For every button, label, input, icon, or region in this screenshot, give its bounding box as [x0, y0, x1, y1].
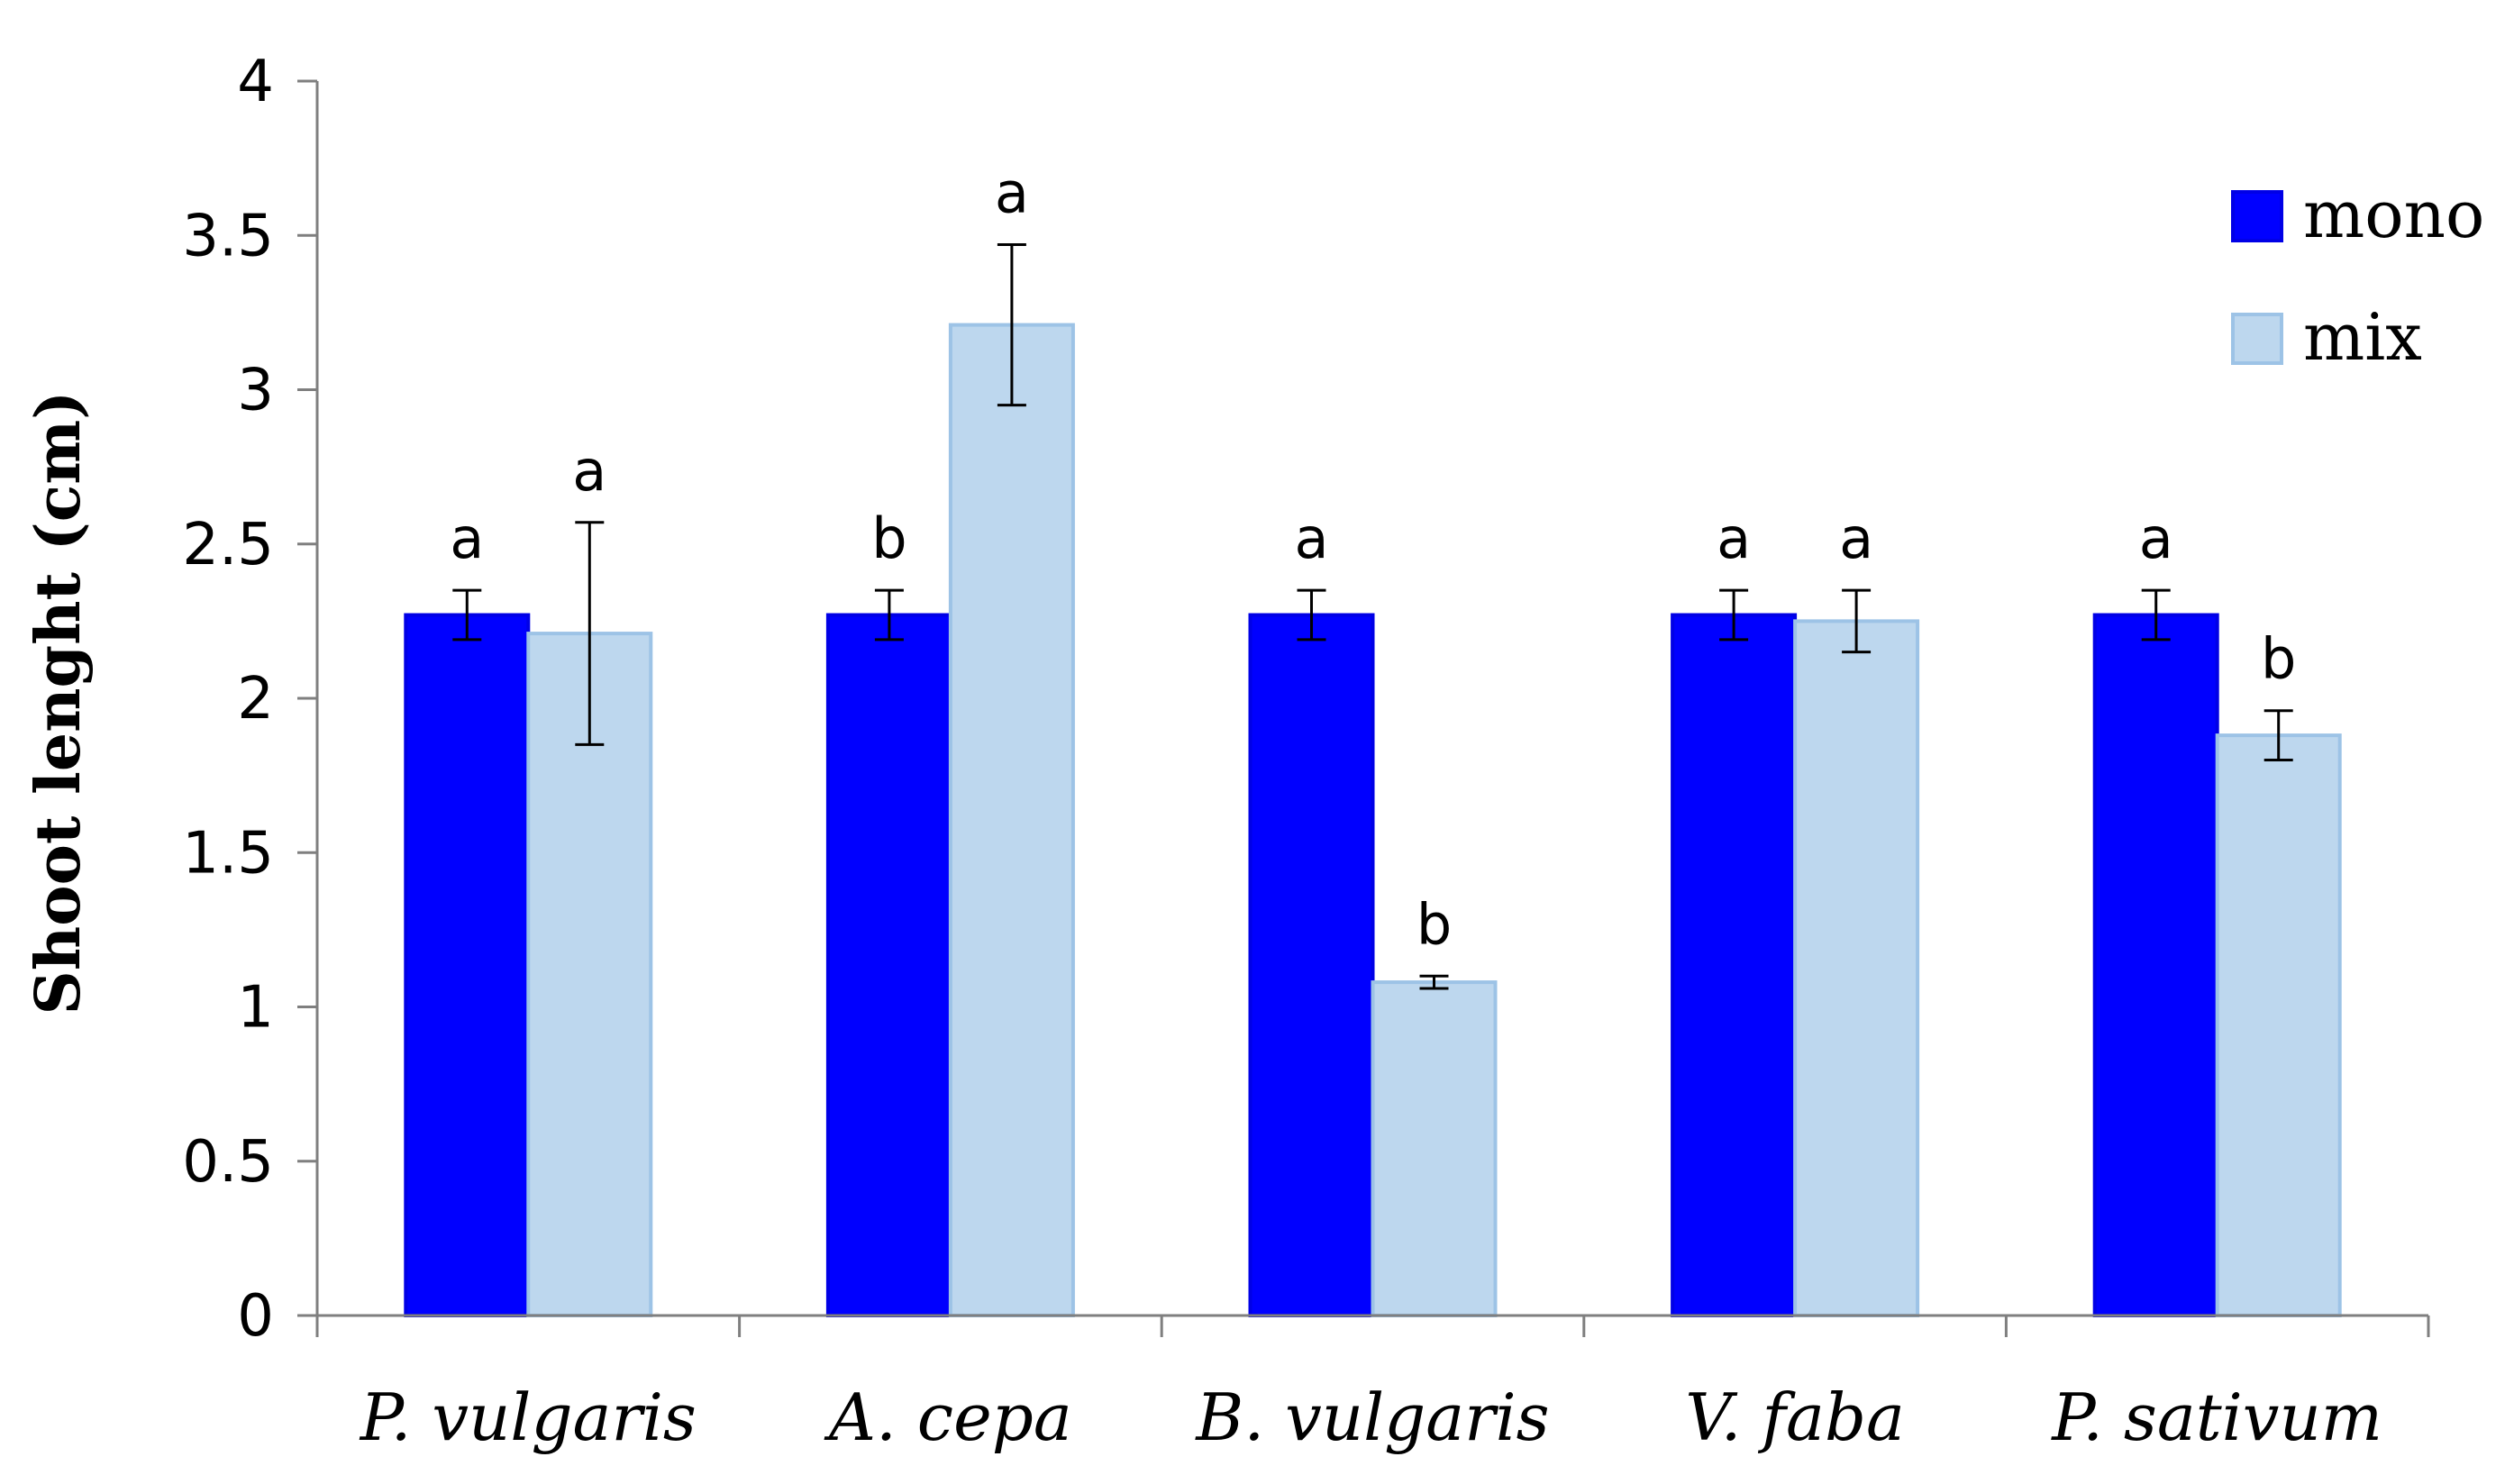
bar-mix [526, 632, 653, 1317]
bar-mix [2215, 733, 2342, 1317]
bar-mix [948, 323, 1075, 1318]
x-tick-label: P. sativum [2050, 1379, 2382, 1455]
bar-mono [404, 613, 531, 1317]
y-axis-label: Shoot lenght (cm) [23, 391, 95, 1015]
axes: 0 0.5 1 1.5 2 2.5 3 3.5 4 P. vulgaris A. cepa B. vu… [182, 49, 2430, 1455]
y-tick-label: 3.5 [182, 203, 274, 269]
error-bars [452, 243, 2293, 990]
bar-mono [825, 613, 952, 1317]
significance-letter: a [995, 160, 1029, 226]
significance-letter: a [1839, 505, 1873, 571]
significance-letter: b [2261, 626, 2296, 692]
x-tick-label: A. cepa [824, 1379, 1072, 1455]
legend-swatch-mono [2231, 190, 2283, 242]
y-tick-label: 0 [237, 1283, 274, 1350]
bar-mono [1248, 613, 1375, 1317]
significance-letter: b [871, 505, 906, 571]
bar-mono [2092, 613, 2219, 1317]
y-tick-label: 4 [237, 49, 274, 115]
x-tick-label: P. vulgaris [359, 1379, 697, 1455]
legend: mono mix [2231, 177, 2484, 375]
significance-letter: b [1416, 891, 1452, 957]
y-tick-label: 1 [237, 975, 274, 1042]
y-tick-label: 2 [237, 666, 274, 733]
significance-letter: a [572, 438, 606, 504]
legend-label-mono: mono [2303, 177, 2484, 252]
x-tick-label: B. vulgaris [1194, 1379, 1549, 1455]
significance-letter: a [2139, 505, 2173, 571]
bar-mono [1671, 613, 1798, 1317]
bars [404, 323, 2342, 1318]
legend-swatch-mix [2231, 313, 2283, 365]
y-tick-label: 1.5 [182, 820, 274, 887]
significance-letter: a [450, 505, 484, 571]
y-tick-label: 3 [237, 358, 274, 424]
significance-letter: a [1295, 505, 1329, 571]
bar-mix [1793, 619, 1920, 1317]
significance-labels: a b a a a a a b a b [450, 160, 2296, 958]
bar-mix [1371, 980, 1498, 1317]
y-tick-label: 2.5 [182, 512, 274, 578]
legend-label-mix: mix [2303, 299, 2422, 375]
x-tick-label: V. faba [1685, 1379, 1905, 1455]
y-tick-label: 0.5 [182, 1129, 274, 1196]
significance-letter: a [1717, 505, 1751, 571]
